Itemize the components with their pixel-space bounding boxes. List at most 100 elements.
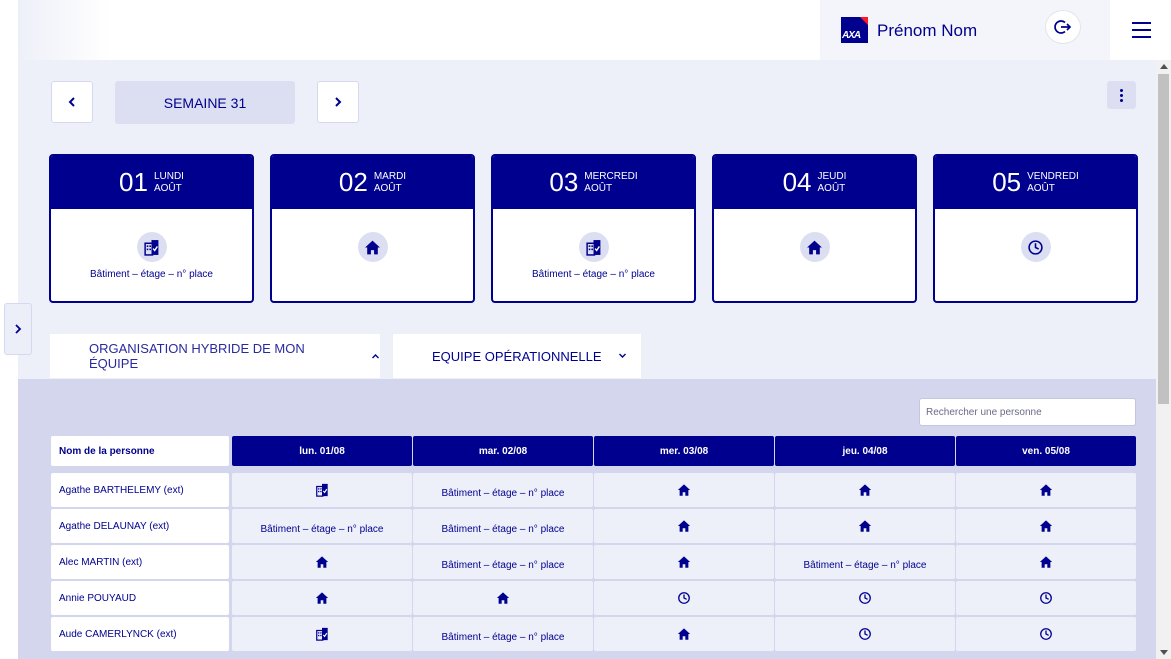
table-cell-status — [594, 617, 774, 651]
table-cell-place: Bâtiment – étage – n° place — [413, 509, 593, 543]
vertical-scrollbar[interactable] — [1156, 60, 1171, 659]
table-cell-status — [775, 473, 955, 507]
column-header-day: mar. 02/08 — [413, 436, 593, 466]
logout-icon — [1054, 20, 1072, 34]
table-row: Agathe BARTHELEMY (ext) Bâtiment – étage … — [51, 473, 1137, 507]
table-cell-place: Bâtiment – étage – n° place — [775, 545, 955, 579]
scroll-up-arrow-icon[interactable] — [1160, 64, 1168, 69]
clock-icon — [1020, 232, 1051, 262]
day-card-body — [714, 209, 915, 301]
table-cell-status — [232, 545, 412, 579]
day-card[interactable]: 01 LUNDI AOÛT Bâtiment – étage – n° plac… — [49, 154, 254, 303]
day-card[interactable]: 02 MARDI AOÛT — [270, 154, 475, 303]
month: AOÛT — [373, 182, 402, 194]
day-card[interactable]: 05 VENDREDI AOÛT — [933, 154, 1138, 303]
weekday: JEUDI — [817, 170, 847, 182]
table-cell-status — [594, 581, 774, 615]
month: AOÛT — [584, 182, 613, 194]
table-cell-status — [594, 473, 774, 507]
team-select-dropdown[interactable]: EQUIPE OPÉRATIONNELLE — [393, 334, 641, 378]
chevron-right-icon — [15, 324, 22, 334]
table-header-row: Nom de la personne lun. 01/08 mar. 02/08 me… — [51, 436, 1137, 466]
home-icon — [858, 483, 872, 497]
home-icon — [1039, 555, 1053, 569]
place-text: Bâtiment – étage – n° place — [441, 631, 565, 643]
previous-week-button[interactable] — [51, 81, 93, 123]
day-card-header: 05 VENDREDI AOÛT — [935, 156, 1136, 209]
clock-icon — [858, 591, 872, 605]
day-number: 05 — [992, 167, 1022, 197]
day-number: 01 — [119, 167, 148, 197]
place-text: Bâtiment – étage – n° place — [260, 523, 384, 535]
day-number: 03 — [549, 167, 579, 197]
column-header-day: jeu. 04/08 — [775, 436, 955, 466]
day-card-body — [935, 209, 1136, 301]
home-icon — [315, 591, 329, 605]
chevron-up-icon — [372, 354, 379, 359]
week-label: SEMAINE 31 — [115, 81, 295, 124]
table-cell-status — [232, 617, 412, 651]
clock-icon — [1039, 627, 1053, 641]
day-card-header: 01 LUNDI AOÛT — [51, 156, 252, 209]
main-content: SEMAINE 31 01 LUNDI AOÛT Bâtiment – étag… — [18, 60, 1156, 659]
scroll-down-arrow-icon[interactable] — [1160, 650, 1168, 655]
person-name: Annie POUYAUD — [51, 581, 229, 615]
day-card-body: Bâtiment – étage – n° place — [493, 209, 694, 301]
table-row: Alec MARTIN (ext) Bâtiment – étage – n° p… — [51, 545, 1137, 579]
day-label: JEUDI AOÛT — [818, 171, 847, 195]
place-text: Bâtiment – étage – n° place — [441, 559, 565, 571]
day-card-body: Bâtiment – étage – n° place — [51, 209, 252, 301]
logout-button[interactable] — [1045, 10, 1081, 44]
office-building-icon — [315, 627, 329, 641]
table-cell-place: Bâtiment – étage – n° place — [413, 617, 593, 651]
hybrid-organisation-toggle[interactable]: ORGANISATION HYBRIDE DE MON ÉQUIPE — [50, 334, 380, 378]
table-cell-status — [956, 509, 1136, 543]
table-row: Annie POUYAUD — [51, 581, 1137, 615]
day-label: MERCREDI AOÛT — [584, 171, 637, 195]
clock-icon — [858, 627, 872, 641]
month: AOÛT — [1027, 182, 1055, 194]
home-icon — [1039, 483, 1053, 497]
hamburger-menu-button[interactable] — [1125, 18, 1157, 42]
office-building-icon — [136, 232, 167, 262]
search-person-input[interactable] — [919, 398, 1136, 426]
home-icon — [1039, 519, 1053, 533]
table-cell-status — [956, 581, 1136, 615]
team-select-label: EQUIPE OPÉRATIONNELLE — [432, 348, 602, 364]
next-week-button[interactable] — [317, 81, 359, 123]
person-name: Alec MARTIN (ext) — [51, 545, 229, 579]
table-cell-place: Bâtiment – étage – n° place — [232, 509, 412, 543]
day-label: MARDI AOÛT — [374, 171, 406, 195]
column-header-day: ven. 05/08 — [956, 436, 1136, 466]
weekday: MERCREDI — [584, 170, 638, 182]
clock-icon — [677, 591, 691, 605]
scrollbar-thumb[interactable] — [1158, 74, 1169, 404]
column-header-day: mer. 03/08 — [594, 436, 774, 466]
column-header-name: Nom de la personne — [51, 436, 229, 466]
day-number: 02 — [338, 167, 368, 197]
place-text: Bâtiment – étage – n° place — [441, 487, 565, 499]
place-text: Bâtiment – étage – n° place — [441, 523, 565, 535]
person-name: Aude CAMERLYNCK (ext) — [51, 617, 229, 651]
team-planning-table: Nom de la personne lun. 01/08 mar. 02/08 me… — [51, 436, 1137, 653]
table-cell-place: Bâtiment – étage – n° place — [413, 545, 593, 579]
more-options-button[interactable] — [1107, 81, 1136, 109]
day-card[interactable]: 04 JEUDI AOÛT — [712, 154, 917, 303]
table-cell-status — [956, 617, 1136, 651]
day-card-header: 03 MERCREDI AOÛT — [493, 156, 694, 209]
chevron-left-icon — [68, 97, 75, 107]
hybrid-organisation-label: ORGANISATION HYBRIDE DE MON ÉQUIPE — [89, 341, 305, 371]
home-icon — [496, 591, 510, 605]
chevron-right-icon — [335, 97, 342, 107]
table-row: Aude CAMERLYNCK (ext) Bâtiment – étage – … — [51, 617, 1137, 651]
home-icon — [315, 555, 329, 569]
home-icon — [858, 519, 872, 533]
home-icon — [799, 232, 830, 262]
day-place: Bâtiment – étage – n° place — [90, 269, 213, 280]
day-card-header: 04 JEUDI AOÛT — [714, 156, 915, 209]
home-icon — [677, 627, 691, 641]
day-card[interactable]: 03 MERCREDI AOÛT Bâtiment – étage – n° p… — [491, 154, 696, 303]
table-row: Agathe DELAUNAY (ext) Bâtiment – étage – … — [51, 509, 1137, 543]
sidebar-toggle-button[interactable] — [4, 303, 32, 355]
